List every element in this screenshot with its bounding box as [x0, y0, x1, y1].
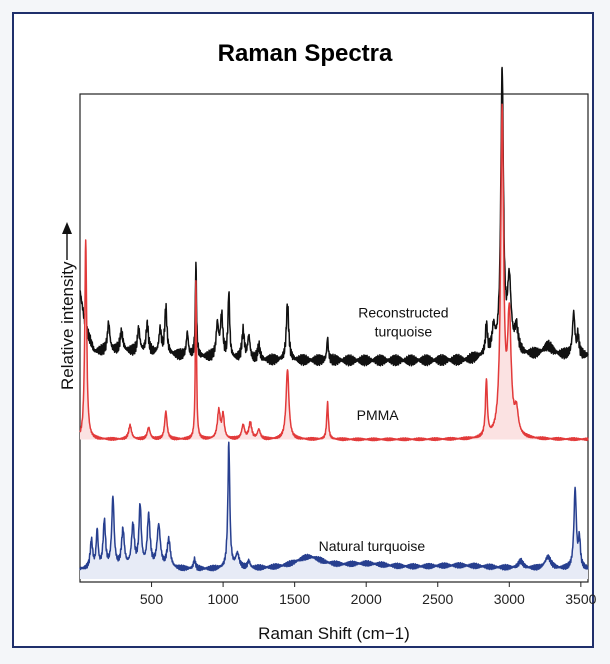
series-label: Reconstructed — [358, 305, 448, 321]
plot-area-border — [79, 93, 589, 583]
x-axis: 500 1000 1500 2000 2500 3000 3500 — [140, 582, 597, 607]
y-arrow-head — [62, 222, 72, 234]
x-tick-label: 2500 — [422, 591, 453, 607]
x-tick-label: 500 — [140, 591, 164, 607]
x-tick-label: 1500 — [279, 591, 310, 607]
x-tick-label: 2000 — [351, 591, 382, 607]
y-axis-label: Relative intensity — [58, 261, 77, 390]
x-tick-label: 3500 — [565, 591, 596, 607]
x-axis-label: Raman Shift (cm−1) — [258, 624, 410, 643]
chart-title: Raman Spectra — [217, 40, 393, 67]
series-line-natural-turquoise — [79, 441, 589, 572]
y-axis-label-group: Relative intensity — [58, 261, 77, 390]
x-tick-label: 1000 — [208, 591, 239, 607]
series-line-reconstructed-turquoise — [79, 66, 589, 367]
series-labels: Reconstructed turquoise PMMA Natural turquo… — [319, 305, 449, 554]
y-axis-arrow — [62, 222, 72, 260]
series-layer — [79, 66, 589, 579]
series-line-pmma — [79, 103, 589, 442]
series-fill-natural-turquoise — [80, 442, 588, 579]
series-label: turquoise — [375, 323, 433, 339]
series-fill-pmma — [80, 104, 588, 441]
series-label: Natural turquoise — [319, 538, 426, 554]
series-label: PMMA — [357, 407, 400, 423]
x-tick-label: 3000 — [494, 591, 525, 607]
